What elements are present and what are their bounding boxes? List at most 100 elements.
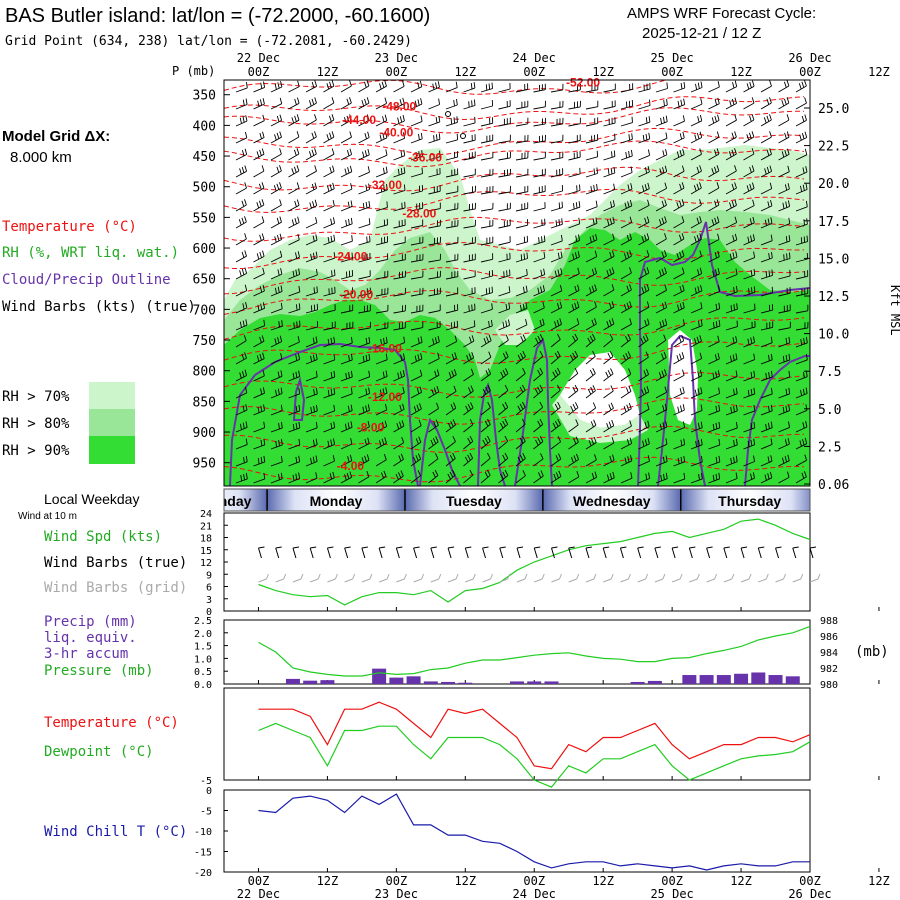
wind-barb — [445, 185, 459, 195]
wind-barb — [410, 436, 422, 450]
wind-barb — [305, 269, 318, 280]
wind-barb — [463, 452, 474, 467]
wind-barb — [323, 471, 335, 484]
legend-wind: Wind Barbs (kts) (true) — [2, 299, 196, 315]
wind-barb — [814, 201, 825, 211]
wind-barb — [760, 199, 773, 212]
wind-barb — [288, 303, 301, 314]
wind-barb — [480, 334, 492, 348]
pressure-tick-label: 800 — [193, 365, 216, 380]
wind-barb — [603, 250, 615, 263]
wind-barb — [375, 370, 388, 382]
grid-wind-barb — [344, 573, 356, 583]
pressure-tick-label: 750 — [193, 334, 216, 349]
wind-barb — [550, 83, 564, 93]
wind-barb — [795, 336, 808, 348]
wind-barb — [393, 370, 405, 382]
wind-barb — [603, 83, 616, 93]
grid-wind-barb — [706, 573, 718, 583]
wind-barb — [305, 336, 318, 348]
wind-barb — [638, 82, 651, 93]
panel-tick-label: 0.5 — [194, 667, 212, 678]
wind-barb — [480, 303, 493, 314]
wind-barb — [568, 318, 580, 331]
wind-barb — [288, 268, 301, 280]
wind-barb — [498, 435, 509, 450]
wind-barb — [585, 200, 598, 212]
wind-barb — [708, 387, 721, 399]
wind-barb — [620, 368, 632, 382]
wind-barb — [778, 114, 790, 127]
wind-barb — [445, 419, 457, 433]
wind-barb — [620, 437, 633, 450]
wind-barb — [253, 148, 265, 161]
wind-barb — [533, 435, 544, 450]
wind-barb — [498, 302, 511, 314]
wind-barb — [410, 115, 423, 127]
wind-barb — [778, 336, 791, 348]
wind-barb — [463, 185, 476, 195]
model-grid-label: Model Grid ΔX: — [2, 128, 110, 145]
wind-barb — [708, 233, 720, 246]
isotherm-line — [224, 166, 805, 192]
wind-barb — [410, 353, 423, 365]
wind-barb — [375, 184, 388, 195]
isotherm-line — [224, 127, 805, 156]
wind-barb — [814, 236, 826, 245]
wind-barb — [795, 97, 807, 110]
panel-tick-label: 9 — [206, 570, 212, 581]
dewpoint-line — [258, 722, 811, 788]
wind-barb — [463, 469, 474, 484]
cloud-outline-7 — [657, 334, 706, 486]
wind-barb — [708, 131, 720, 144]
wind-barb — [690, 284, 703, 297]
weekday-cell — [267, 489, 405, 511]
wind-speed-label: Wind Spd (kts) — [44, 529, 162, 545]
surface-wind-barb — [619, 546, 627, 559]
wind-barb — [358, 148, 370, 161]
wind-barb — [463, 116, 476, 127]
wind-barb — [743, 182, 755, 195]
wind-barb — [428, 335, 440, 348]
wind-barb — [340, 321, 354, 331]
wind-barb — [445, 287, 459, 297]
wind-barb — [673, 455, 686, 467]
wind-barb — [445, 168, 459, 178]
wind-barb — [585, 217, 598, 229]
wind-barb — [533, 301, 545, 314]
wind-barb — [550, 100, 564, 110]
wind-barb — [760, 387, 773, 399]
wind-barb — [515, 401, 526, 416]
wind-barb — [743, 438, 756, 450]
wind-barb — [480, 418, 491, 433]
wind-barb — [253, 319, 266, 331]
wind-barb — [638, 132, 651, 144]
wind-barb — [235, 216, 247, 229]
wind-barb — [375, 218, 389, 229]
wind-barb — [690, 302, 703, 314]
wind-barb — [445, 402, 457, 416]
wind-barb — [375, 420, 388, 433]
wind-barb — [778, 387, 791, 399]
wind-barb — [550, 350, 561, 365]
wind-barb — [498, 418, 509, 433]
wind-barb — [515, 252, 528, 263]
wind-barb — [760, 131, 772, 144]
model-grid-value: 8.000 km — [10, 149, 72, 166]
wind-barb — [393, 436, 405, 450]
wind-barb — [288, 455, 301, 467]
wind-barb — [463, 385, 474, 399]
grid-wind-barb — [534, 573, 545, 583]
wind-barb — [270, 233, 283, 246]
wind-barb — [620, 351, 632, 365]
wind-barb — [305, 234, 318, 246]
wind-barb — [498, 252, 511, 263]
wind-barb — [620, 166, 633, 178]
wind-barb — [410, 386, 423, 399]
wind-barb — [498, 384, 509, 399]
wind-barb — [340, 165, 353, 178]
wind-barb — [393, 219, 406, 229]
wind-barb — [428, 352, 440, 365]
wind-barb — [515, 202, 529, 212]
bottom-hour-label: 00Z — [799, 874, 821, 888]
